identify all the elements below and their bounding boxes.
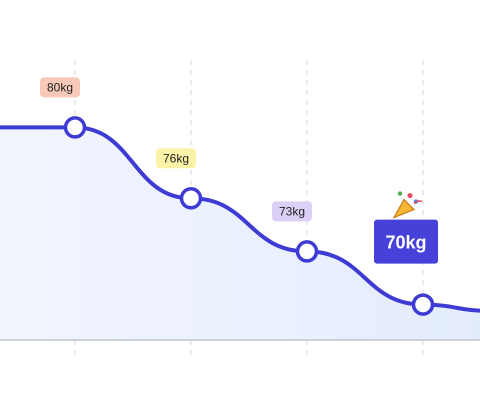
area — [0, 127, 480, 340]
value-label: 80kg — [47, 80, 73, 94]
value-label-bg — [272, 201, 312, 222]
value-label-bg — [374, 219, 438, 264]
icon-cone — [392, 198, 416, 219]
icon-streamer — [413, 200, 423, 205]
value-label: 73kg — [279, 204, 305, 218]
point — [179, 187, 203, 210]
icon-dot — [397, 191, 403, 196]
line — [73, 125, 425, 307]
point — [295, 240, 319, 263]
value-label: 76kg — [163, 151, 189, 165]
point — [411, 293, 435, 316]
value-label: 70kg — [385, 233, 426, 253]
value-label-bg — [156, 148, 196, 169]
point — [63, 116, 87, 139]
value-label-bg — [40, 77, 80, 98]
party-icon — [392, 191, 423, 219]
icon-dot — [407, 193, 413, 199]
